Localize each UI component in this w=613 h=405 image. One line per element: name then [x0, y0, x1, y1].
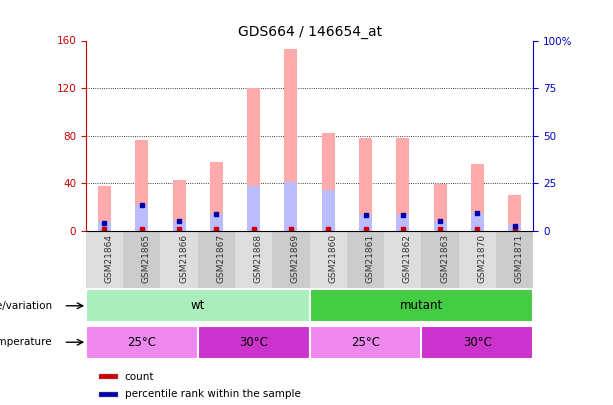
Text: 25°C: 25°C: [351, 336, 380, 349]
Bar: [396, 215, 409, 231]
Bar: [421, 326, 533, 359]
Text: GSM21860: GSM21860: [328, 234, 337, 283]
Bar: [433, 221, 447, 231]
Text: temperature: temperature: [0, 337, 52, 347]
Bar: [172, 180, 186, 231]
Bar: [86, 231, 123, 288]
Text: count: count: [125, 372, 154, 382]
Text: GSM21871: GSM21871: [515, 234, 524, 283]
Bar: [322, 133, 335, 231]
Bar: [359, 215, 372, 231]
Bar: [310, 231, 347, 288]
Bar: [99, 392, 118, 396]
Text: GSM21862: GSM21862: [403, 234, 412, 283]
Bar: [396, 138, 409, 231]
Bar: [322, 190, 335, 231]
Text: GSM21867: GSM21867: [216, 234, 226, 283]
Bar: [359, 138, 372, 231]
Title: GDS664 / 146654_at: GDS664 / 146654_at: [237, 26, 382, 39]
Bar: [123, 231, 161, 288]
Bar: [459, 231, 496, 288]
Bar: [86, 289, 310, 322]
Bar: [284, 182, 297, 231]
Bar: [508, 225, 521, 231]
Bar: [98, 185, 111, 231]
Bar: [197, 231, 235, 288]
Bar: [247, 88, 260, 231]
Bar: [86, 326, 197, 359]
Bar: [471, 213, 484, 231]
Bar: [135, 141, 148, 231]
Bar: [247, 185, 260, 231]
Text: GSM21870: GSM21870: [478, 234, 486, 283]
Bar: [310, 326, 421, 359]
Bar: [421, 231, 459, 288]
Bar: [284, 49, 297, 231]
Text: GSM21863: GSM21863: [440, 234, 449, 283]
Text: GSM21868: GSM21868: [254, 234, 262, 283]
Bar: [272, 231, 310, 288]
Bar: [210, 162, 223, 231]
Bar: [384, 231, 421, 288]
Bar: [235, 231, 272, 288]
Bar: [98, 221, 111, 231]
Bar: [310, 289, 533, 322]
Bar: [161, 231, 197, 288]
Text: GSM21869: GSM21869: [291, 234, 300, 283]
Text: mutant: mutant: [400, 299, 443, 312]
Bar: [197, 326, 310, 359]
Text: 30°C: 30°C: [463, 336, 492, 349]
Text: wt: wt: [191, 299, 205, 312]
Text: GSM21865: GSM21865: [142, 234, 151, 283]
Text: percentile rank within the sample: percentile rank within the sample: [125, 389, 300, 399]
Bar: [433, 184, 447, 231]
Text: GSM21866: GSM21866: [179, 234, 188, 283]
Bar: [172, 221, 186, 231]
Text: 25°C: 25°C: [128, 336, 156, 349]
Bar: [471, 164, 484, 231]
Bar: [135, 205, 148, 231]
Bar: [210, 214, 223, 231]
Bar: [99, 375, 118, 379]
Bar: [508, 195, 521, 231]
Bar: [496, 231, 533, 288]
Text: genotype/variation: genotype/variation: [0, 301, 52, 311]
Text: GSM21864: GSM21864: [104, 234, 113, 283]
Text: 30°C: 30°C: [239, 336, 268, 349]
Text: GSM21861: GSM21861: [365, 234, 375, 283]
Bar: [347, 231, 384, 288]
